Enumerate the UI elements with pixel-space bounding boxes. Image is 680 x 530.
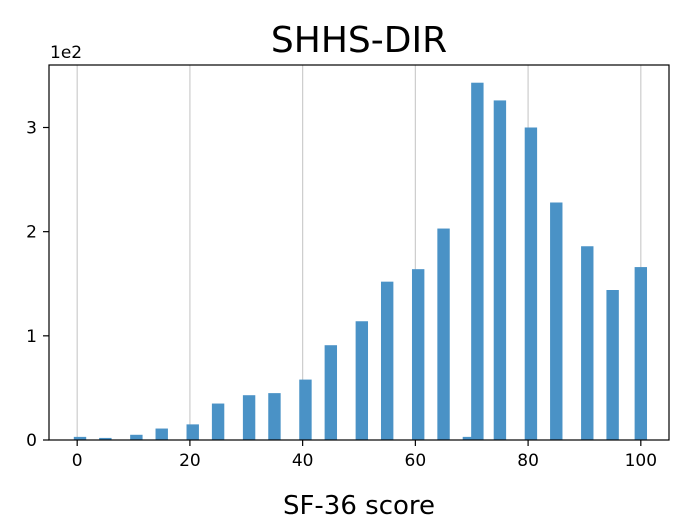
bar-8 (299, 379, 312, 440)
bar-15 (471, 82, 484, 440)
bar-7 (268, 393, 281, 440)
bar-6 (242, 395, 256, 440)
y-axis-multiplier: 1e2 (50, 43, 82, 63)
x-axis-label: SF-36 score (283, 491, 435, 521)
bars (73, 82, 648, 441)
bar-16 (493, 100, 507, 441)
bar-17 (524, 127, 538, 440)
x-tick-label-0: 0 (72, 451, 83, 471)
bar-9 (324, 345, 338, 440)
x-axis-ticks: 0 20 40 60 80 100 (72, 440, 657, 471)
y-tick-label-1: 1 (26, 327, 37, 347)
bar-11 (380, 281, 394, 440)
y-axis-ticks: 0 1 2 3 (26, 119, 49, 451)
bar-14 (462, 436, 476, 440)
bar-10 (355, 321, 369, 440)
bar-13 (437, 228, 450, 440)
bar-2 (130, 434, 143, 440)
bar-18 (550, 202, 563, 440)
chart-title: SHHS-DIR (271, 20, 447, 61)
bar-1 (99, 437, 112, 440)
x-tick-label-4: 80 (517, 451, 539, 471)
x-tick-label-2: 40 (292, 451, 314, 471)
bar-12 (411, 269, 425, 440)
x-tick-label-5: 100 (625, 451, 657, 471)
bar-3 (155, 428, 168, 440)
bar-0 (73, 436, 87, 440)
y-tick-label-2: 2 (26, 223, 37, 243)
bar-21 (634, 267, 648, 440)
y-tick-label-3: 3 (26, 119, 37, 139)
x-tick-label-3: 60 (405, 451, 427, 471)
bar-19 (581, 246, 594, 440)
bar-5 (211, 403, 225, 440)
plot-frame (48, 64, 670, 441)
y-tick-label-0: 0 (26, 431, 37, 451)
bar-4 (186, 424, 199, 440)
x-tick-label-1: 20 (179, 451, 201, 471)
bar-20 (606, 290, 619, 440)
